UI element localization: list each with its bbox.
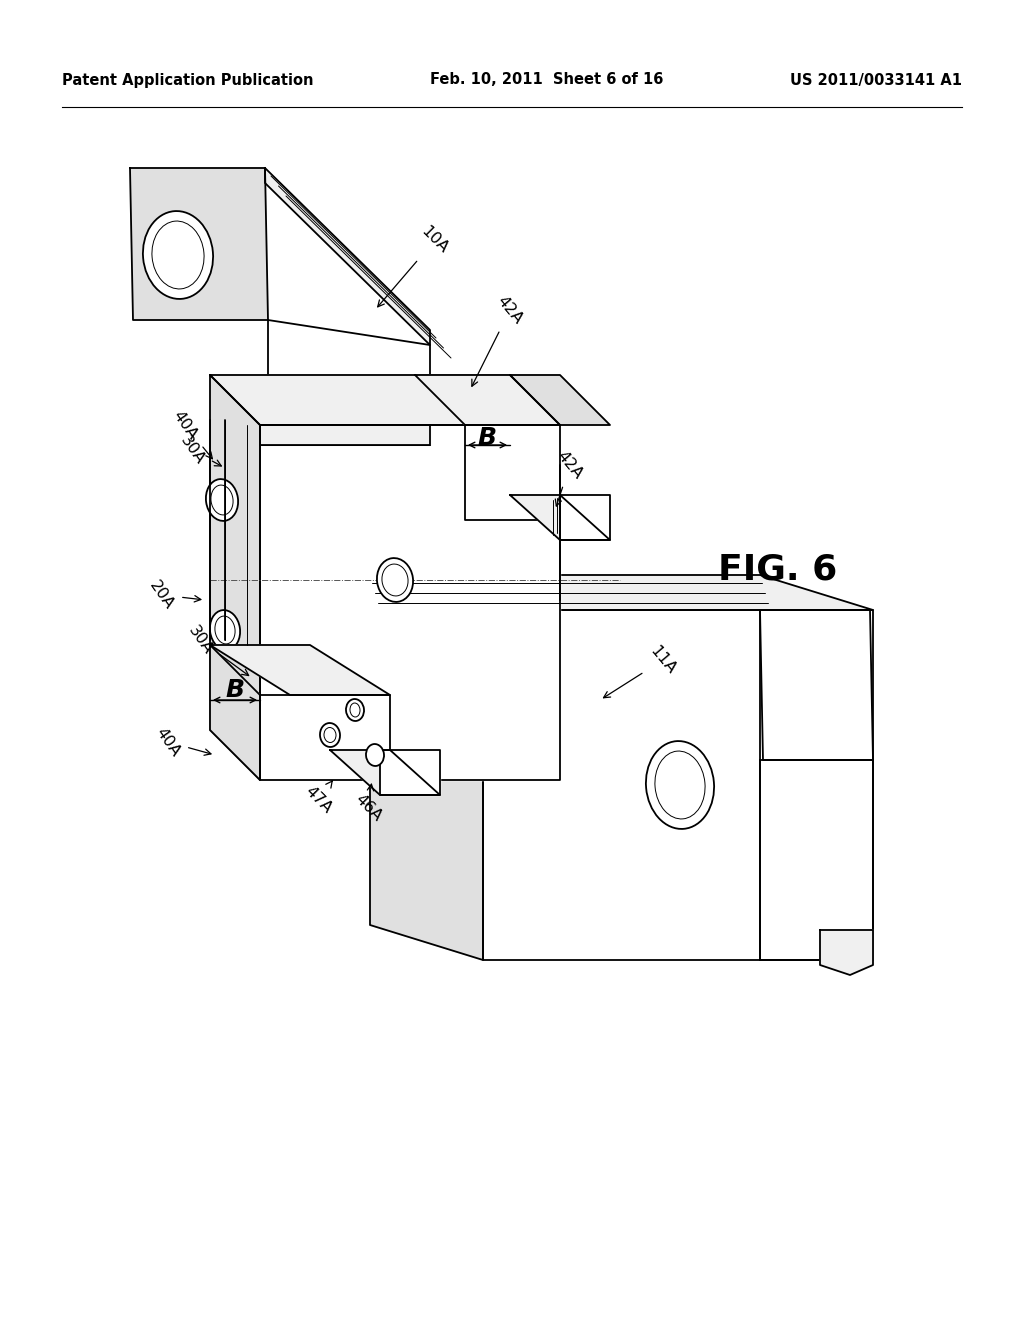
- Polygon shape: [130, 168, 268, 319]
- Ellipse shape: [324, 727, 336, 742]
- Text: B: B: [225, 678, 245, 702]
- Ellipse shape: [211, 484, 233, 515]
- Polygon shape: [210, 375, 260, 780]
- Ellipse shape: [655, 751, 706, 818]
- Polygon shape: [265, 168, 430, 345]
- Text: 11A: 11A: [603, 643, 679, 698]
- Polygon shape: [268, 319, 430, 490]
- Polygon shape: [370, 576, 873, 610]
- Text: US 2011/0033141 A1: US 2011/0033141 A1: [790, 73, 962, 87]
- Polygon shape: [210, 375, 560, 425]
- Polygon shape: [510, 495, 610, 540]
- Polygon shape: [483, 610, 873, 960]
- Polygon shape: [380, 750, 440, 795]
- Polygon shape: [820, 931, 873, 975]
- Ellipse shape: [350, 704, 360, 717]
- Polygon shape: [210, 645, 390, 696]
- Text: Feb. 10, 2011  Sheet 6 of 16: Feb. 10, 2011 Sheet 6 of 16: [430, 73, 664, 87]
- Polygon shape: [760, 760, 873, 960]
- Polygon shape: [260, 425, 430, 445]
- Ellipse shape: [646, 741, 714, 829]
- Polygon shape: [560, 495, 610, 540]
- Text: 20A: 20A: [146, 578, 201, 612]
- Text: 30A: 30A: [185, 623, 249, 676]
- Text: FIG. 6: FIG. 6: [719, 553, 838, 587]
- Ellipse shape: [382, 564, 409, 595]
- Ellipse shape: [366, 744, 384, 766]
- Ellipse shape: [152, 220, 204, 289]
- Polygon shape: [465, 425, 560, 520]
- Text: 40A: 40A: [153, 725, 211, 759]
- Text: 40A: 40A: [170, 408, 212, 459]
- Polygon shape: [260, 425, 560, 780]
- Ellipse shape: [206, 479, 239, 521]
- Polygon shape: [260, 696, 390, 780]
- Text: 42A: 42A: [472, 293, 525, 387]
- Text: 10A: 10A: [378, 223, 452, 306]
- Polygon shape: [210, 645, 260, 780]
- Ellipse shape: [346, 700, 364, 721]
- Text: 30A: 30A: [177, 433, 221, 467]
- Ellipse shape: [215, 616, 236, 644]
- Polygon shape: [415, 375, 560, 425]
- Polygon shape: [510, 375, 610, 425]
- Ellipse shape: [377, 558, 413, 602]
- Ellipse shape: [319, 723, 340, 747]
- Text: 42A: 42A: [554, 449, 586, 506]
- Ellipse shape: [143, 211, 213, 298]
- Polygon shape: [370, 576, 483, 960]
- Text: B: B: [477, 426, 497, 450]
- Text: 46A: 46A: [351, 784, 384, 825]
- Ellipse shape: [210, 610, 240, 649]
- Polygon shape: [760, 610, 873, 760]
- Text: Patent Application Publication: Patent Application Publication: [62, 73, 313, 87]
- Polygon shape: [330, 750, 440, 795]
- Text: 47A: 47A: [302, 780, 335, 816]
